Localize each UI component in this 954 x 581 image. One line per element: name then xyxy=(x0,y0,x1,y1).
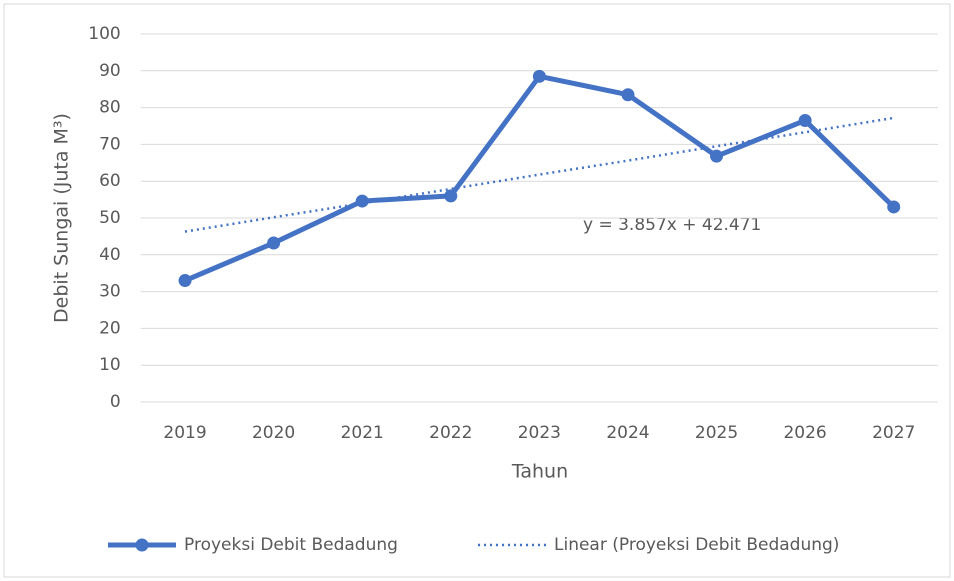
y-tick-label: 80 xyxy=(99,98,121,118)
x-tick-label: 2025 xyxy=(695,423,738,443)
data-point xyxy=(178,274,192,288)
data-point xyxy=(710,149,724,163)
x-tick-label: 2023 xyxy=(518,423,561,443)
data-point xyxy=(798,113,812,127)
y-tick-label: 10 xyxy=(99,355,121,375)
data-point xyxy=(355,194,369,208)
trend-equation: y = 3.857x + 42.471 xyxy=(583,215,761,235)
data-point xyxy=(267,236,281,250)
chart-frame xyxy=(3,3,951,578)
y-tick-label: 20 xyxy=(99,318,121,338)
y-tick-label: 40 xyxy=(99,245,121,265)
x-axis-title: Tahun xyxy=(511,461,568,483)
legend-label: Proyeksi Debit Bedadung xyxy=(184,535,398,555)
x-tick-label: 2026 xyxy=(783,423,826,443)
x-tick-label: 2019 xyxy=(163,423,206,443)
x-tick-label: 2022 xyxy=(429,423,472,443)
data-point xyxy=(444,189,458,203)
y-tick-label: 0 xyxy=(110,392,121,412)
y-tick-label: 70 xyxy=(99,134,121,154)
data-point xyxy=(621,88,635,102)
y-axis-title: Debit Sungai (Juta M³) xyxy=(51,113,73,323)
y-tick-label: 60 xyxy=(99,171,121,191)
legend-marker xyxy=(135,538,149,552)
data-point xyxy=(887,200,901,214)
x-tick-label: 2020 xyxy=(252,423,295,443)
y-tick-label: 50 xyxy=(99,208,121,228)
x-tick-label: 2021 xyxy=(341,423,384,443)
x-tick-label: 2024 xyxy=(606,423,649,443)
y-tick-label: 100 xyxy=(88,24,120,44)
y-tick-label: 90 xyxy=(99,61,121,81)
legend-label: Linear (Proyeksi Debit Bedadung) xyxy=(554,535,839,555)
data-point xyxy=(532,69,546,83)
x-tick-label: 2027 xyxy=(872,423,915,443)
y-tick-label: 30 xyxy=(99,282,121,302)
